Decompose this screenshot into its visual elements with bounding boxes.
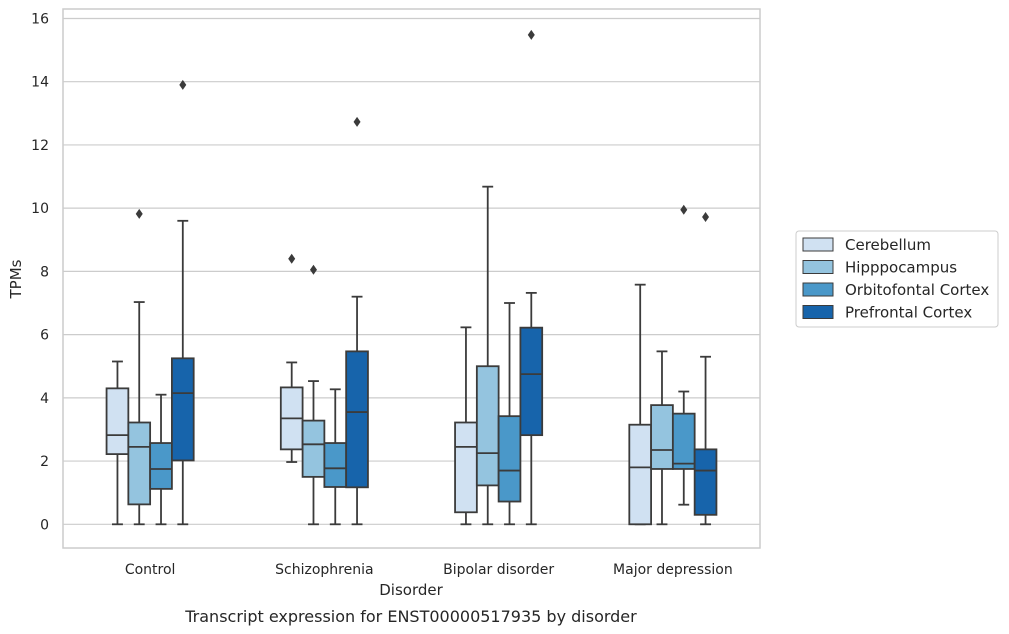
legend-label: Hipppocampus: [845, 259, 957, 277]
x-tick-label: Major depression: [613, 562, 733, 578]
chart-caption: Transcript expression for ENST0000051793…: [184, 607, 637, 626]
y-tick-label: 4: [40, 391, 49, 407]
outlier-point: [680, 204, 688, 215]
box-plot: [475, 185, 500, 526]
outlier-point: [527, 29, 535, 40]
box-iqr: [628, 423, 652, 526]
box-plot: [345, 116, 369, 526]
box-iqr: [497, 415, 522, 503]
outlier-point: [309, 264, 317, 275]
legend-label: Cerebellum: [845, 236, 931, 254]
legend: Cerebellum Hipppocampus Orbitofontal Corte…: [795, 230, 999, 328]
y-tick-label: 10: [31, 201, 49, 217]
y-axis-title: TPMs: [7, 259, 25, 299]
outlier-point: [179, 79, 187, 90]
box-iqr: [454, 421, 478, 514]
box-plot: [127, 208, 152, 526]
box-plot: [301, 264, 326, 526]
box-plots: [105, 29, 718, 526]
y-tick-label: 12: [31, 138, 49, 154]
legend-swatch: [802, 237, 834, 252]
x-tick-label: Bipolar disorder: [443, 562, 554, 578]
y-tick-label: 8: [40, 264, 49, 280]
y-tick-label: 16: [31, 11, 49, 27]
outlier-point: [353, 116, 361, 127]
legend-label: Prefrontal Cortex: [845, 304, 972, 322]
legend-swatch: [802, 260, 834, 274]
y-tick-label: 2: [40, 454, 49, 470]
box-iqr: [149, 442, 173, 490]
x-tick-label: Control: [125, 562, 176, 578]
box-iqr: [301, 419, 326, 478]
box-iqr: [650, 404, 674, 470]
legend-frame: [795, 230, 999, 328]
box-iqr: [475, 365, 500, 487]
box-plot: [628, 283, 652, 526]
box-iqr: [127, 421, 152, 506]
box-plot: [454, 326, 478, 526]
box-iqr: [519, 326, 544, 437]
y-tick-label: 0: [40, 517, 49, 533]
box-plot: [650, 350, 674, 526]
x-axis-title: Disorder: [379, 581, 443, 599]
x-tick-label: Schizophrenia: [275, 562, 373, 578]
box-plot: [497, 302, 522, 526]
box-iqr: [323, 442, 348, 488]
box-iqr: [693, 448, 718, 516]
box-plot: [519, 29, 544, 526]
legend-swatch: [802, 282, 834, 297]
box-plot: [171, 79, 195, 526]
outlier-point: [135, 208, 143, 219]
legend-swatch: [802, 305, 834, 319]
y-tick-labels: 0 2 4 6 8 10 12 14 16: [31, 11, 49, 533]
box-plot: [323, 388, 348, 526]
outlier-point: [702, 212, 710, 223]
plot-frame: [62, 8, 761, 549]
box-iqr: [171, 357, 195, 462]
box-plot: [693, 212, 718, 526]
legend-label: Orbitofontal Cortex: [845, 281, 989, 299]
y-tick-label: 6: [40, 328, 49, 344]
x-tick-labels: Control Schizophrenia Bipolar disorder Majo…: [125, 562, 733, 578]
outlier-point: [288, 253, 296, 264]
box-plot: [671, 204, 696, 506]
box-plot: [149, 393, 173, 526]
box-iqr: [345, 350, 369, 489]
y-tick-label: 14: [31, 75, 49, 91]
box-plot: [279, 253, 304, 463]
box-iqr: [671, 412, 696, 470]
box-plot: [105, 360, 130, 526]
box-iqr: [105, 387, 130, 456]
